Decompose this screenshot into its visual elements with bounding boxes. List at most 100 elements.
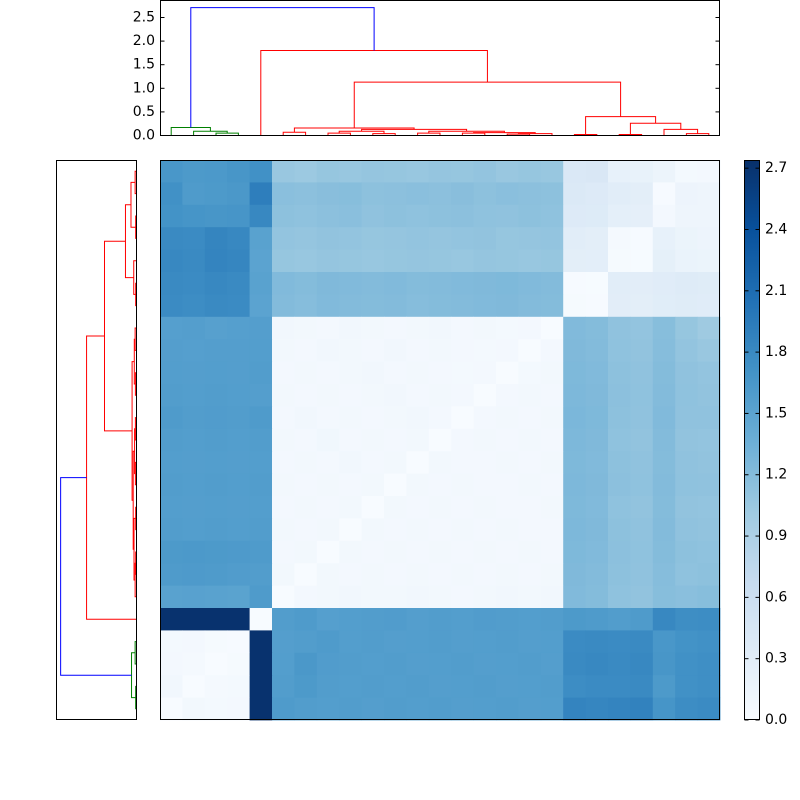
y-tick-label: 0.0 [133,128,155,144]
heatmap-cell [227,428,250,452]
colorbar-tick-label: 0.6 [765,589,787,605]
heatmap-cell [585,585,609,609]
heatmap-cell [204,204,228,228]
heatmap-cell [384,249,407,273]
heatmap-cell [608,496,631,519]
heatmap-cell [518,204,542,228]
heatmap-cell [249,182,273,206]
heatmap-cell [652,585,676,609]
heatmap-cell [249,652,273,676]
heatmap-cell [361,496,385,519]
heatmap-cell [227,608,250,631]
y-tick-label: 1.0 [133,80,155,96]
dendrogram-link [428,130,505,134]
heatmap-cell [540,227,564,250]
heatmap-cell [227,160,250,183]
heatmap-cell [585,272,609,295]
heatmap-cell [406,630,430,654]
heatmap-cell [160,697,183,721]
colorbar [744,160,760,720]
heatmap-cell [585,384,609,407]
heatmap-cell [608,406,631,430]
heatmap-cell [563,675,586,698]
heatmap-cell [182,496,206,519]
heatmap-cells [160,160,721,721]
heatmap-cell [316,384,340,407]
heatmap-cell [160,361,183,385]
heatmap-cell [608,585,631,609]
heatmap-cell [428,204,452,228]
heatmap-cell [675,316,698,340]
heatmap-cell [227,406,250,430]
colorbar-tick-label: 1.2 [765,467,787,483]
heatmap-cell [518,496,542,519]
heatmap-cell [451,473,474,497]
heatmap-cell [563,182,586,206]
heatmap-cell [585,249,609,273]
heatmap-cell [540,608,564,631]
heatmap-cell [361,406,385,430]
heatmap-cell [630,428,654,452]
heatmap-cell [540,406,564,430]
heatmap-cell [652,428,676,452]
heatmap-cell [272,473,295,497]
heatmap-cell [361,316,385,340]
heatmap-cell [227,384,250,407]
heatmap-cell [384,384,407,407]
heatmap-cell [160,608,183,631]
heatmap-cell [339,428,362,452]
heatmap-cell [227,182,250,206]
heatmap-cell [294,675,318,698]
heatmap-cell [316,182,340,206]
heatmap-cell [406,675,430,698]
heatmap-cell [697,294,721,318]
heatmap-cell [630,563,654,586]
heatmap-cell [227,361,250,385]
heatmap-cell [428,160,452,183]
heatmap-cell [384,675,407,698]
heatmap-cell [675,675,698,698]
heatmap-cell [496,428,519,452]
heatmap-cell [249,563,273,586]
heatmap-cell [204,697,228,721]
heatmap-cell [160,540,183,564]
heatmap-cell [227,227,250,250]
heatmap-cell [675,160,698,183]
heatmap-cell [294,227,318,250]
heatmap-cell [518,585,542,609]
dendrogram-link [353,81,622,128]
heatmap-cell [563,384,586,407]
heatmap-cell [160,563,183,586]
heatmap-cell [204,518,228,542]
heatmap-cell [204,249,228,273]
heatmap-cell [384,697,407,721]
heatmap-cell [384,160,407,183]
heatmap-cell [518,608,542,631]
heatmap-cell [608,428,631,452]
heatmap-cell [652,204,676,228]
heatmap-cell [563,496,586,519]
heatmap-cell [428,272,452,295]
left-dendrogram [60,170,137,710]
heatmap-cell [451,182,474,206]
heatmap-cell [294,608,318,631]
heatmap-cell [316,540,340,564]
heatmap-cell [697,675,721,698]
heatmap-cell [473,182,497,206]
heatmap-cell [585,697,609,721]
heatmap-cell [384,652,407,676]
heatmap-cell [361,361,385,385]
heatmap-cell [406,428,430,452]
heatmap-cell [496,652,519,676]
heatmap-cell [361,384,385,407]
heatmap-cell [361,249,385,273]
heatmap-cell [182,316,206,340]
heatmap-cell [675,272,698,295]
heatmap-cell [540,630,564,654]
heatmap-cell [518,182,542,206]
dendrogram-link [134,417,137,441]
heatmap-cell [428,451,452,474]
heatmap-cell [227,630,250,654]
heatmap-cell [675,585,698,609]
heatmap-cell [608,697,631,721]
